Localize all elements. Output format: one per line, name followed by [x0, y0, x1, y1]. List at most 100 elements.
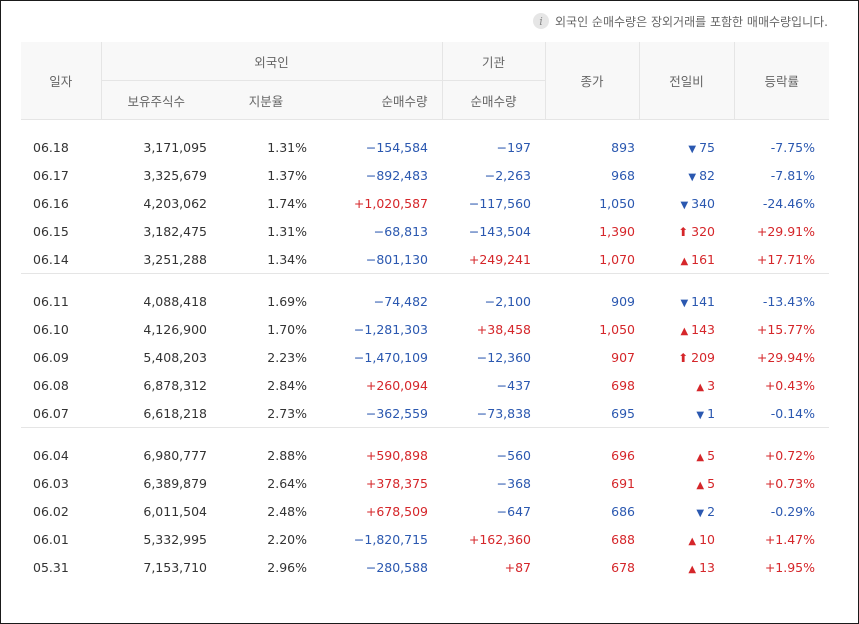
cell-inst-net: +87	[504, 559, 532, 575]
cell-holdings: 4,126,900	[143, 321, 207, 337]
cell-change: ▲ 5	[639, 469, 734, 497]
cell-rate: +29.91%	[756, 223, 816, 239]
cell-rate: -7.75%	[770, 139, 816, 155]
col-rate: 등락률	[733, 42, 830, 120]
upper-limit-arrow-icon: ⬆	[678, 350, 689, 365]
down-triangle-icon: ▼	[680, 297, 689, 309]
cell-change: ⬆ 209	[639, 343, 734, 371]
cell-change-value: 320	[691, 223, 716, 239]
investor-trading-table: 일자 외국인 기관 종가 전일비 등락률 보유주식수 지분율 순매수량 순매수량…	[21, 42, 830, 595]
cell-change-value: 82	[699, 167, 716, 183]
cell-rate: +1.95%	[764, 559, 816, 575]
table-row: 05.31 7,153,710 2.96% −280,588 +87 678 ▲…	[21, 553, 829, 581]
table-row: 06.01 5,332,995 2.20% −1,820,715 +162,36…	[21, 525, 829, 553]
cell-date: 06.08	[33, 377, 69, 393]
table-row: 06.03 6,389,879 2.64% +378,375 −368 691 …	[21, 469, 829, 497]
cell-holdings: 6,389,879	[143, 475, 207, 491]
cell-close: 695	[611, 405, 636, 421]
cell-holdings: 3,251,288	[143, 251, 207, 267]
cell-rate: +0.72%	[764, 447, 816, 463]
up-triangle-icon: ▲	[680, 255, 689, 267]
cell-ratio: 1.34%	[267, 251, 307, 267]
up-triangle-icon: ▲	[696, 381, 705, 393]
cell-holdings: 6,618,218	[143, 405, 207, 421]
cell-ratio: 2.88%	[267, 447, 307, 463]
cell-change-value: 161	[691, 251, 716, 267]
cell-change-value: 13	[699, 559, 716, 575]
cell-foreign-net: −280,588	[365, 559, 429, 575]
col-close: 종가	[544, 42, 640, 120]
cell-inst-net: −143,504	[468, 223, 532, 239]
cell-close: 907	[611, 349, 636, 365]
cell-close: 686	[611, 503, 636, 519]
cell-foreign-net: +590,898	[365, 447, 429, 463]
cell-rate: +17.71%	[756, 251, 816, 267]
cell-change: ▲ 161	[639, 245, 734, 274]
cell-date: 06.01	[33, 531, 69, 547]
cell-ratio: 1.74%	[267, 195, 307, 211]
cell-date: 06.03	[33, 475, 69, 491]
info-icon[interactable]: i	[533, 13, 549, 29]
cell-ratio: 1.69%	[267, 293, 307, 309]
down-triangle-icon: ▼	[696, 409, 705, 421]
cell-foreign-net: −1,470,109	[353, 349, 429, 365]
cell-foreign-net: +260,094	[365, 377, 429, 393]
col-foreign-net: 순매수량	[321, 80, 443, 120]
cell-date: 06.18	[33, 139, 69, 155]
cell-date: 06.07	[33, 405, 69, 421]
cell-inst-net: −2,263	[484, 167, 532, 183]
cell-change-value: 340	[691, 195, 716, 211]
cell-ratio: 2.23%	[267, 349, 307, 365]
cell-change: ⬆ 320	[639, 217, 734, 245]
down-triangle-icon: ▼	[688, 143, 697, 155]
cell-change-value: 2	[707, 503, 716, 519]
cell-close: 1,390	[599, 223, 636, 239]
cell-rate: +1.47%	[764, 531, 816, 547]
table-row: 06.14 3,251,288 1.34% −801,130 +249,241 …	[21, 245, 829, 274]
cell-change-value: 10	[699, 531, 716, 547]
cell-change-value: 141	[691, 293, 716, 309]
cell-holdings: 4,203,062	[143, 195, 207, 211]
col-group-foreign: 외국인	[100, 42, 443, 81]
cell-date: 06.14	[33, 251, 69, 267]
cell-close: 893	[611, 139, 636, 155]
cell-change-value: 75	[699, 139, 716, 155]
down-triangle-icon: ▼	[688, 171, 697, 183]
table-body: 06.18 3,171,095 1.31% −154,584 −197 893 …	[21, 120, 830, 595]
cell-foreign-net: −801,130	[365, 251, 429, 267]
cell-change-value: 3	[707, 377, 716, 393]
cell-inst-net: −117,560	[468, 195, 532, 211]
cell-close: 1,050	[599, 195, 636, 211]
up-triangle-icon: ▲	[680, 325, 689, 337]
cell-change: ▲ 143	[639, 315, 734, 343]
cell-holdings: 3,171,095	[143, 139, 207, 155]
cell-change-value: 143	[691, 321, 716, 337]
cell-inst-net: −2,100	[484, 293, 532, 309]
cell-foreign-net: −892,483	[365, 167, 429, 183]
cell-ratio: 2.48%	[267, 503, 307, 519]
cell-holdings: 4,088,418	[143, 293, 207, 309]
table-row: 06.08 6,878,312 2.84% +260,094 −437 698 …	[21, 371, 829, 399]
cell-holdings: 3,325,679	[143, 167, 207, 183]
cell-change: ▼ 75	[639, 133, 734, 161]
cell-holdings: 3,182,475	[143, 223, 207, 239]
cell-date: 05.31	[33, 559, 69, 575]
cell-change-value: 1	[707, 405, 716, 421]
cell-foreign-net: +1,020,587	[353, 195, 429, 211]
cell-close: 1,050	[599, 321, 636, 337]
cell-change: ▼ 1	[639, 399, 734, 428]
cell-rate: +0.73%	[764, 475, 816, 491]
cell-ratio: 1.31%	[267, 139, 307, 155]
col-change: 전일비	[638, 42, 735, 120]
cell-rate: -24.46%	[762, 195, 816, 211]
cell-close: 678	[611, 559, 636, 575]
cell-holdings: 7,153,710	[143, 559, 207, 575]
cell-rate: +0.43%	[764, 377, 816, 393]
table-row: 06.16 4,203,062 1.74% +1,020,587 −117,56…	[21, 189, 829, 217]
cell-date: 06.10	[33, 321, 69, 337]
cell-rate: -7.81%	[770, 167, 816, 183]
cell-rate: -0.29%	[770, 503, 816, 519]
cell-ratio: 2.64%	[267, 475, 307, 491]
cell-date: 06.04	[33, 447, 69, 463]
table-row: 06.15 3,182,475 1.31% −68,813 −143,504 1…	[21, 217, 829, 245]
